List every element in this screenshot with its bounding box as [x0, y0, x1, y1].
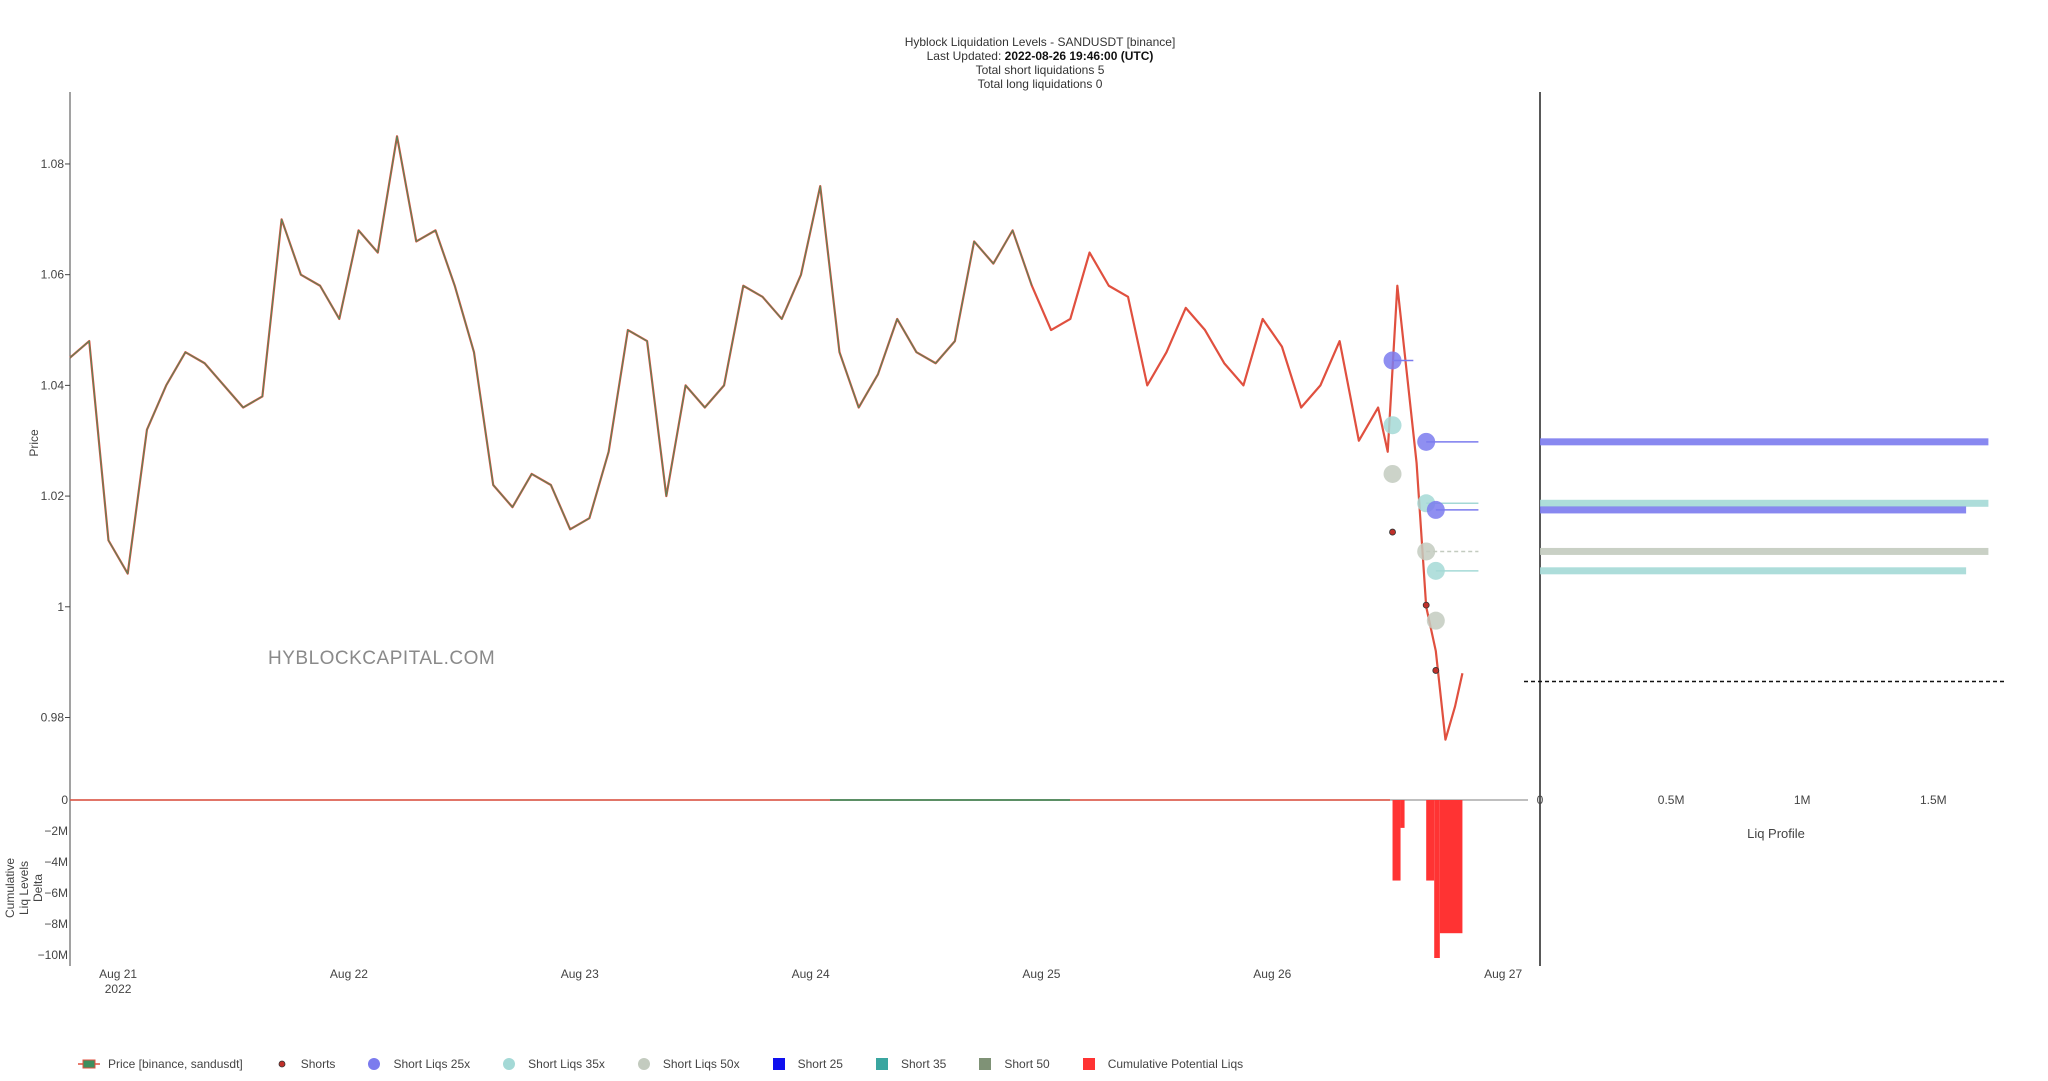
legend-item-shorts[interactable]: Shorts: [269, 1056, 336, 1072]
legend-item-b25[interactable]: Short 25: [766, 1056, 843, 1072]
cum-axis-label-line: Cumulative: [3, 858, 17, 918]
square-icon: [1076, 1056, 1102, 1072]
square-icon: [766, 1056, 792, 1072]
price-tick-label: 1: [57, 600, 64, 614]
short-liquidation-point: [1422, 601, 1430, 609]
last-updated-label: Last Updated:: [927, 49, 1005, 63]
x-tick-label: Aug 26: [1253, 967, 1291, 981]
total-long-liquidations: Total long liquidations 0: [978, 77, 1103, 91]
legend-label: Short 25: [797, 1057, 843, 1071]
short-liq-50x-point: [1417, 542, 1436, 561]
legend-item-s25x[interactable]: Short Liqs 25x: [361, 1056, 470, 1072]
legend-label: Price [binance, sandusdt]: [108, 1057, 243, 1071]
cumulative-liq-bar: [1439, 800, 1463, 934]
liq-profile-bar: [1540, 567, 1967, 575]
legend-item-cum[interactable]: Cumulative Potential Liqs: [1076, 1056, 1243, 1072]
cum-tick-label: −4M: [44, 855, 68, 869]
short-liq-35x-point: [1383, 416, 1402, 435]
chart-title: Hyblock Liquidation Levels - SANDUSDT [b…: [905, 35, 1176, 49]
price-tick-label: 1.04: [41, 378, 65, 392]
liq-profile-tick-label: 1M: [1794, 793, 1811, 807]
short-liq-35x-point: [1426, 561, 1445, 580]
legend-item-b35[interactable]: Short 35: [869, 1056, 946, 1072]
chart-header: Hyblock Liquidation Levels - SANDUSDT [b…: [905, 35, 1176, 91]
price-tick-label: 1.02: [41, 489, 65, 503]
cum-axis-label-line: Delta: [31, 874, 45, 902]
legend-item-s35x[interactable]: Short Liqs 35x: [496, 1056, 605, 1072]
x-tick-label: Aug 27: [1484, 967, 1522, 981]
dot-icon: [269, 1056, 295, 1072]
cum-tick-label: −10M: [38, 948, 68, 962]
cumulative-liq-bar: [1426, 800, 1435, 881]
legend-label: Short 50: [1004, 1057, 1050, 1071]
candle-icon: [76, 1056, 102, 1072]
legend: Price [binance, sandusdt] Shorts Short Liq…: [76, 1052, 1269, 1076]
short-liq-25x-point: [1417, 432, 1436, 451]
watermark: HYBLOCKCAPITAL.COM: [268, 648, 496, 669]
x-tick-sublabel: 2022: [105, 982, 132, 996]
x-tick-label: Aug 22: [330, 967, 368, 981]
cum-tick-label: −8M: [44, 917, 68, 931]
cum-tick-label: −2M: [44, 824, 68, 838]
price-tick-label: 0.98: [41, 711, 65, 725]
legend-item-s50x[interactable]: Short Liqs 50x: [631, 1056, 740, 1072]
liq-profile-bar: [1540, 547, 1989, 555]
short-liq-25x-point: [1383, 351, 1402, 370]
x-tick-label: Aug 25: [1022, 967, 1060, 981]
cum-axis-label-line: Liq Levels: [17, 861, 31, 915]
price-line-up: [69, 135, 1033, 575]
legend-item-price[interactable]: Price [binance, sandusdt]: [76, 1056, 243, 1072]
cumulative-liq-bar: [1434, 800, 1440, 958]
liq-profile-bar: [1540, 506, 1967, 514]
x-tick-label: Aug 23: [561, 967, 599, 981]
legend-label: Shorts: [300, 1057, 336, 1071]
last-updated-value: 2022-08-26 19:46:00 (UTC): [1005, 49, 1154, 63]
legend-label: Short 35: [900, 1057, 947, 1071]
short-liq-50x-point: [1383, 464, 1402, 483]
price-tick-label: 1.08: [41, 157, 65, 171]
liq-profile-label: Liq Profile: [1747, 826, 1805, 841]
square-icon: [869, 1056, 895, 1072]
price-tick-label: 1.06: [41, 268, 65, 282]
legend-label: Short Liqs 35x: [528, 1057, 605, 1071]
price-axis-label: Price: [27, 429, 41, 457]
short-liquidation-point: [1432, 667, 1440, 674]
short-liq-25x-point: [1426, 500, 1445, 519]
liq-profile-tick-label: 0.5M: [1658, 793, 1685, 807]
x-tick-label: Aug 24: [792, 967, 830, 981]
liq-profile-tick-label: 0: [1537, 793, 1544, 807]
cumulative-liq-bar: [1400, 800, 1405, 828]
x-tick-label: Aug 21: [99, 967, 137, 981]
legend-label: Short Liqs 25x: [393, 1057, 471, 1071]
circle-icon: [496, 1056, 522, 1072]
liq-profile-tick-label: 1.5M: [1920, 793, 1947, 807]
short-liquidation-point: [1389, 528, 1396, 536]
cum-tick-label: −6M: [44, 886, 68, 900]
circle-icon: [361, 1056, 387, 1072]
cumulative-liq-bar: [1392, 800, 1401, 881]
square-icon: [972, 1056, 998, 1072]
legend-item-b50[interactable]: Short 50: [972, 1056, 1050, 1072]
liq-profile-bar: [1540, 438, 1989, 446]
total-short-liquidations: Total short liquidations 5: [976, 63, 1105, 77]
short-liq-50x-point: [1426, 611, 1445, 630]
liq-profile-bar: [1540, 499, 1989, 507]
cum-tick-label: 0: [61, 793, 68, 807]
legend-label: Cumulative Potential Liqs: [1107, 1057, 1244, 1071]
legend-label: Short Liqs 50x: [662, 1057, 740, 1071]
cum-axis-label: CumulativeLiq LevelsDelta: [3, 858, 45, 918]
circle-icon: [631, 1056, 657, 1072]
last-updated: Last Updated: 2022-08-26 19:46:00 (UTC): [927, 49, 1154, 63]
